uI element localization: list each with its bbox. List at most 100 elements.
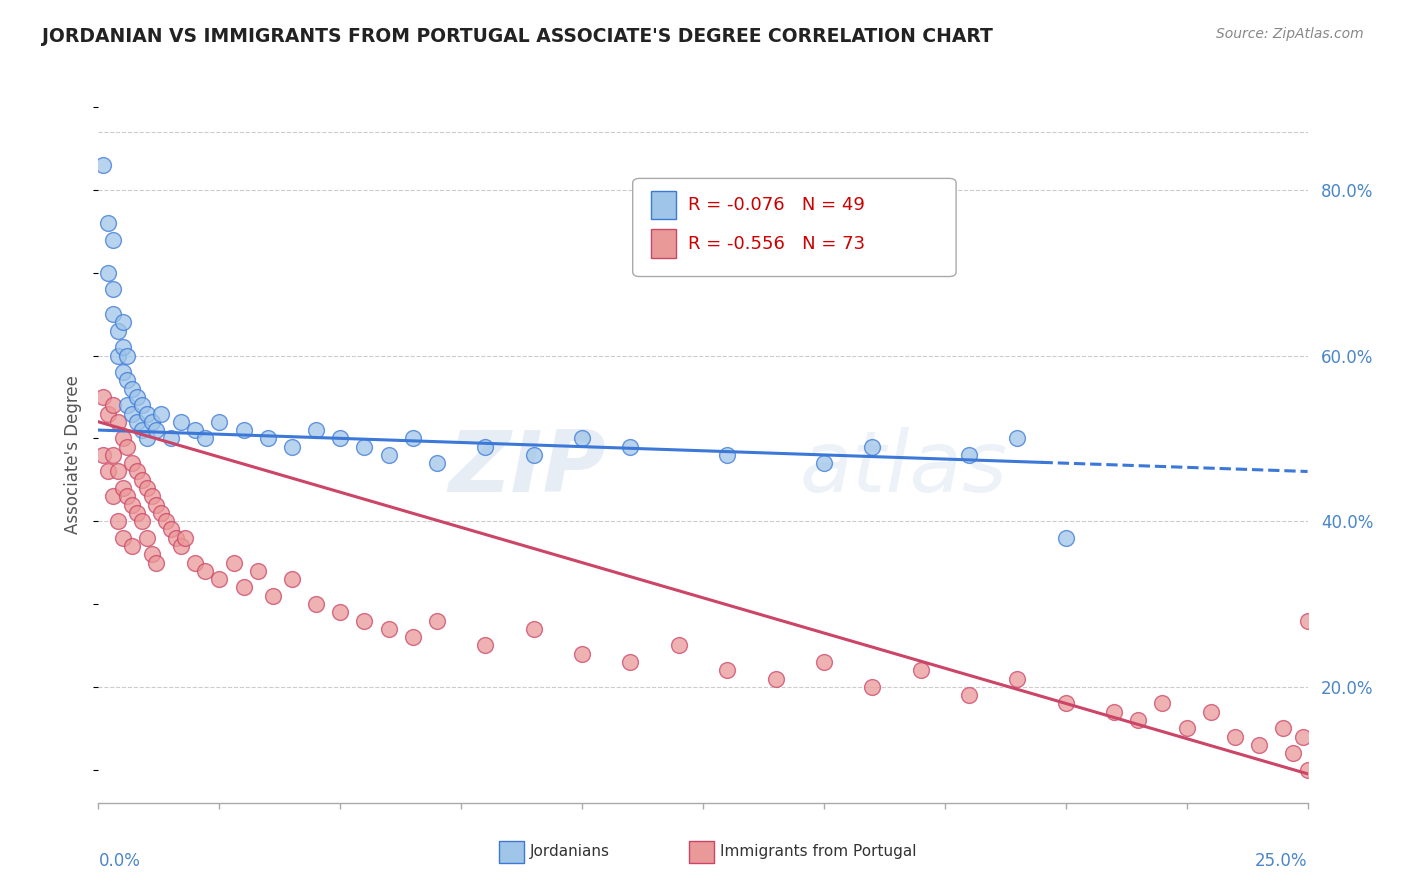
Point — [619, 440, 641, 454]
Point — [426, 456, 449, 470]
Point — [101, 448, 124, 462]
Point — [117, 440, 139, 454]
Point — [127, 390, 149, 404]
Point — [117, 373, 139, 387]
Point — [305, 597, 328, 611]
Point — [121, 382, 143, 396]
Point — [1007, 431, 1029, 445]
Point — [141, 489, 163, 503]
Point — [194, 431, 217, 445]
Point — [111, 340, 134, 354]
Point — [174, 531, 197, 545]
Point — [716, 448, 738, 462]
Point — [101, 282, 124, 296]
Point — [1054, 697, 1077, 711]
Point — [426, 614, 449, 628]
Point — [305, 423, 328, 437]
Point — [1272, 721, 1295, 735]
Point — [131, 423, 153, 437]
Point — [101, 398, 124, 412]
Point — [232, 581, 254, 595]
Point — [127, 465, 149, 479]
Point — [1296, 763, 1319, 777]
Point — [150, 506, 173, 520]
Point — [860, 680, 883, 694]
Point — [377, 622, 399, 636]
Point — [131, 398, 153, 412]
Point — [131, 514, 153, 528]
Point — [860, 440, 883, 454]
Point — [262, 589, 284, 603]
Point — [111, 481, 134, 495]
Point — [91, 448, 114, 462]
Point — [107, 514, 129, 528]
Point — [135, 531, 157, 545]
Point — [135, 431, 157, 445]
Point — [111, 531, 134, 545]
Point — [107, 349, 129, 363]
Point — [169, 415, 191, 429]
Point — [523, 622, 546, 636]
Point — [150, 407, 173, 421]
Point — [127, 415, 149, 429]
Text: atlas: atlas — [800, 427, 1008, 510]
Point — [121, 407, 143, 421]
Point — [1199, 705, 1222, 719]
Point — [716, 663, 738, 677]
Point — [402, 431, 425, 445]
Point — [474, 639, 496, 653]
Text: Jordanians: Jordanians — [530, 845, 610, 859]
Point — [160, 431, 183, 445]
Point — [131, 473, 153, 487]
Point — [329, 431, 352, 445]
Point — [121, 456, 143, 470]
Point — [165, 531, 187, 545]
Text: Immigrants from Portugal: Immigrants from Portugal — [720, 845, 917, 859]
Point — [1128, 713, 1150, 727]
Point — [145, 556, 167, 570]
Point — [97, 266, 120, 280]
Point — [353, 440, 375, 454]
Point — [281, 572, 304, 586]
Point — [97, 216, 120, 230]
Point — [111, 365, 134, 379]
Point — [101, 233, 124, 247]
Point — [813, 456, 835, 470]
Point — [377, 448, 399, 462]
Point — [571, 431, 593, 445]
Point — [208, 415, 231, 429]
Point — [111, 315, 134, 329]
Point — [813, 655, 835, 669]
Text: Source: ZipAtlas.com: Source: ZipAtlas.com — [1216, 27, 1364, 41]
Point — [107, 324, 129, 338]
Text: R = -0.556   N = 73: R = -0.556 N = 73 — [688, 235, 865, 252]
Point — [281, 440, 304, 454]
Point — [107, 465, 129, 479]
Point — [353, 614, 375, 628]
Point — [571, 647, 593, 661]
Text: ZIP: ZIP — [449, 427, 606, 510]
Point — [117, 489, 139, 503]
Point — [765, 672, 787, 686]
Point — [145, 423, 167, 437]
Text: R = -0.076   N = 49: R = -0.076 N = 49 — [688, 196, 865, 214]
Point — [232, 423, 254, 437]
Point — [145, 498, 167, 512]
Text: 25.0%: 25.0% — [1256, 852, 1308, 870]
Point — [329, 605, 352, 619]
Point — [402, 630, 425, 644]
Point — [184, 556, 207, 570]
Point — [957, 688, 980, 702]
Point — [208, 572, 231, 586]
Point — [1292, 730, 1315, 744]
Point — [97, 407, 120, 421]
Point — [117, 398, 139, 412]
Point — [121, 498, 143, 512]
Point — [1054, 531, 1077, 545]
Text: JORDANIAN VS IMMIGRANTS FROM PORTUGAL ASSOCIATE'S DEGREE CORRELATION CHART: JORDANIAN VS IMMIGRANTS FROM PORTUGAL AS… — [42, 27, 993, 45]
Point — [523, 448, 546, 462]
Y-axis label: Associate's Degree: Associate's Degree — [65, 376, 83, 534]
Point — [1282, 746, 1305, 760]
Point — [97, 465, 120, 479]
Point — [155, 514, 177, 528]
